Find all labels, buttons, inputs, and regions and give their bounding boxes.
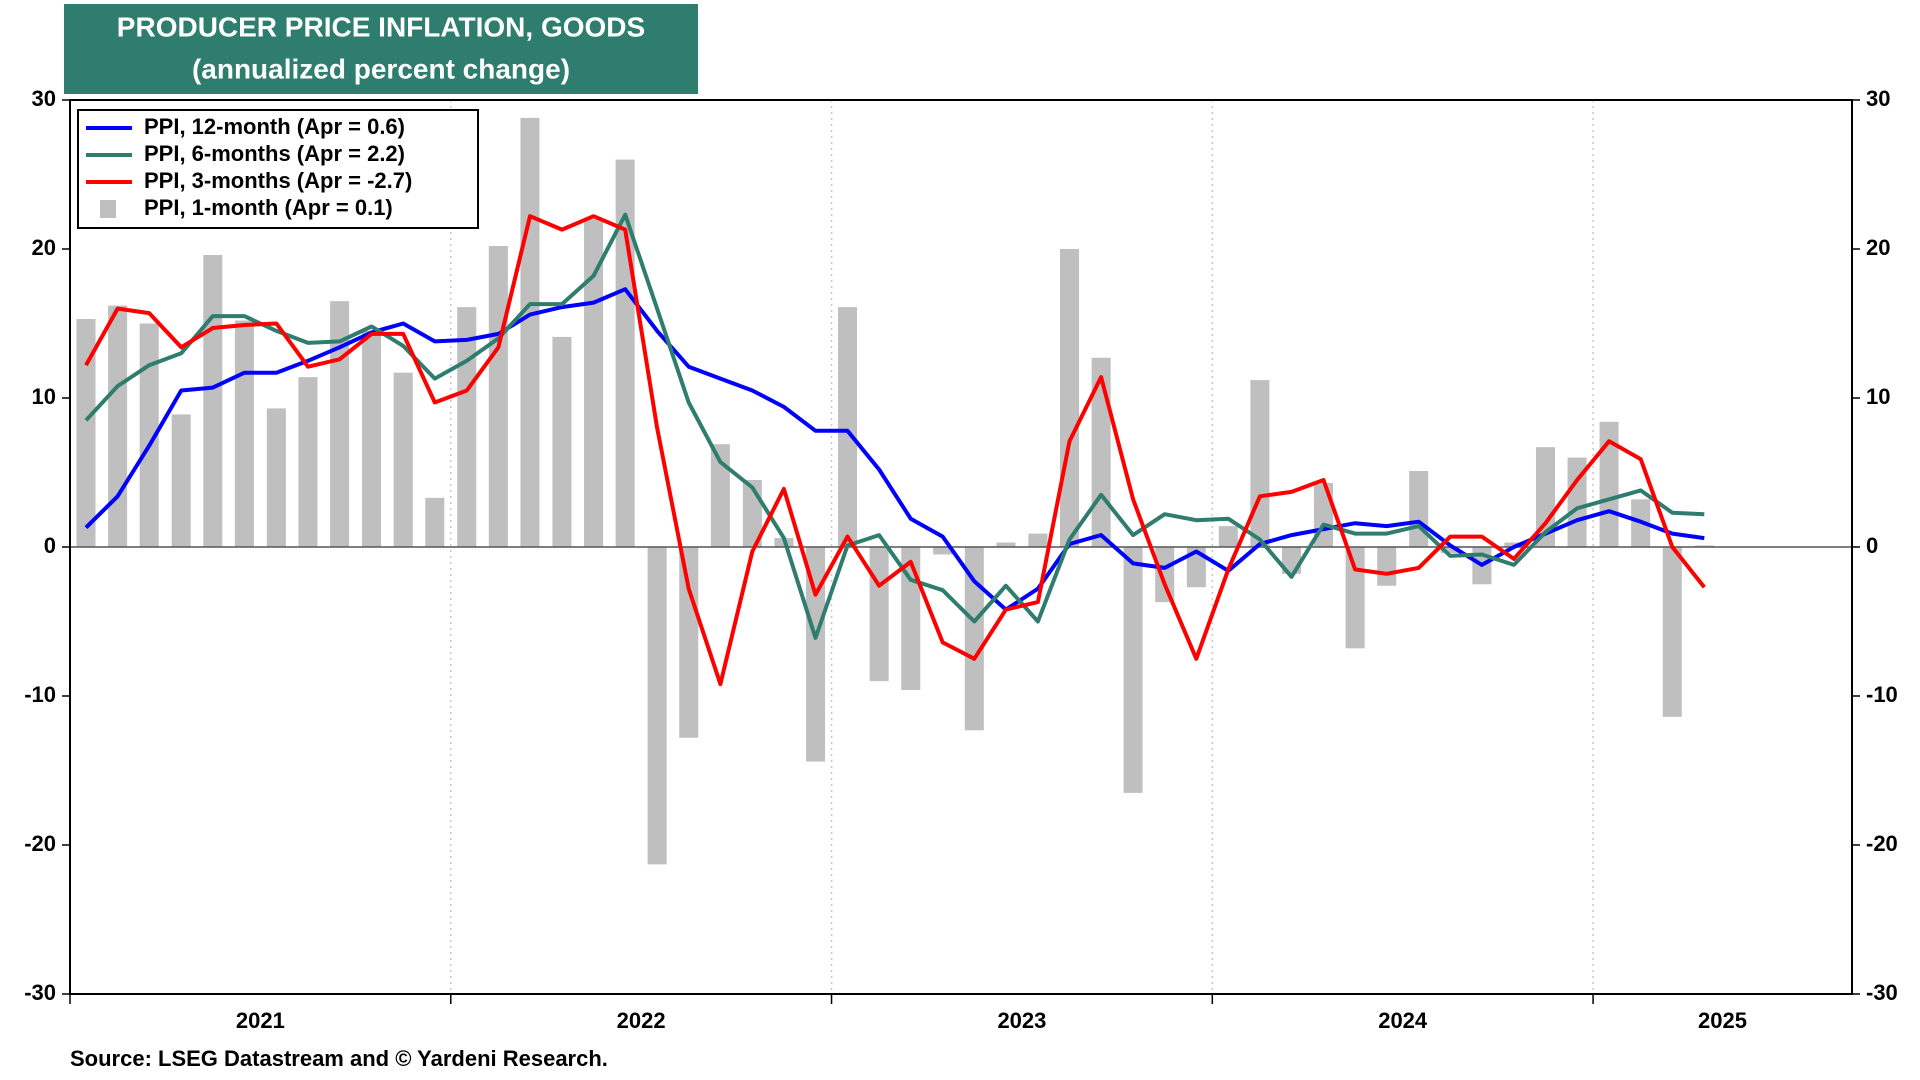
y2-tick-label: -20: [1866, 831, 1898, 856]
y-tick-label: 10: [32, 384, 56, 409]
legend-label: PPI, 12-month (Apr = 0.6): [144, 114, 405, 139]
bar: [1345, 547, 1365, 649]
bar: [838, 307, 858, 547]
bar: [1599, 421, 1619, 547]
bar: [1123, 547, 1143, 793]
bar: [234, 320, 254, 547]
bar: [298, 377, 318, 547]
legend-label: PPI, 6-months (Apr = 2.2): [144, 141, 405, 166]
bar: [869, 547, 889, 682]
bar: [1028, 533, 1048, 547]
bar: [1567, 457, 1587, 547]
line-series: [84, 287, 1705, 612]
bar: [710, 444, 730, 547]
bar: [1377, 547, 1397, 586]
bar: [266, 408, 286, 547]
line-series: [84, 212, 1705, 640]
y-tick-label: -20: [24, 831, 56, 856]
bar: [1060, 249, 1080, 547]
chart-subtitle: (annualized percent change): [192, 53, 570, 84]
legend-label: PPI, 3-months (Apr = -2.7): [144, 168, 412, 193]
y2-tick-label: -10: [1866, 682, 1898, 707]
bar: [1186, 547, 1206, 588]
bar: [488, 246, 508, 547]
x-tick-label: 2023: [997, 1008, 1046, 1033]
y2-tick-label: 10: [1866, 384, 1890, 409]
bar: [1440, 547, 1460, 553]
y-tick-label: 0: [44, 533, 56, 558]
bar: [457, 307, 477, 547]
bar: [1250, 380, 1270, 547]
chart-title: PRODUCER PRICE INFLATION, GOODS: [117, 11, 645, 42]
bar: [1535, 447, 1555, 547]
bar: [393, 372, 413, 547]
x-tick-label: 2021: [236, 1008, 285, 1033]
bar: [679, 547, 699, 738]
bar: [996, 542, 1016, 547]
bar: [933, 547, 953, 555]
bar: [1155, 547, 1175, 603]
y2-tick-label: 0: [1866, 533, 1878, 558]
source-note: Source: LSEG Datastream and © Yardeni Re…: [70, 1046, 608, 1071]
plot-frame: [69, 99, 1853, 995]
y2-tick-label: -30: [1866, 980, 1898, 1005]
bar: [964, 547, 984, 731]
bar: [76, 319, 96, 547]
bar: [584, 219, 604, 547]
y2-tick-label: 20: [1866, 235, 1890, 260]
bar: [362, 330, 382, 547]
legend-swatch: [100, 200, 116, 218]
y-tick-label: -30: [24, 980, 56, 1005]
x-tick-label: 2022: [617, 1008, 666, 1033]
x-tick-label: 2024: [1378, 1008, 1428, 1033]
title-box: [64, 4, 698, 94]
bar: [647, 547, 667, 865]
legend-box: [77, 109, 479, 229]
y-tick-label: 30: [32, 86, 56, 111]
bar: [171, 414, 191, 547]
bar: [203, 254, 223, 547]
bar: [520, 117, 540, 547]
bar: [139, 323, 159, 547]
bar: [1218, 526, 1238, 547]
y-tick-label: -10: [24, 682, 56, 707]
bar: [552, 336, 572, 547]
bar: [1504, 542, 1524, 547]
line-series: [84, 214, 1706, 687]
legend-label: PPI, 1-month (Apr = 0.1): [144, 195, 393, 220]
x-tick-label: 2025: [1698, 1008, 1747, 1033]
bar: [1662, 547, 1682, 717]
bar: [1409, 471, 1429, 547]
bar: [425, 497, 445, 547]
y-tick-label: 20: [32, 235, 56, 260]
bar: [806, 547, 826, 762]
y2-tick-label: 30: [1866, 86, 1890, 111]
bar: [330, 301, 350, 547]
bar: [108, 305, 128, 547]
